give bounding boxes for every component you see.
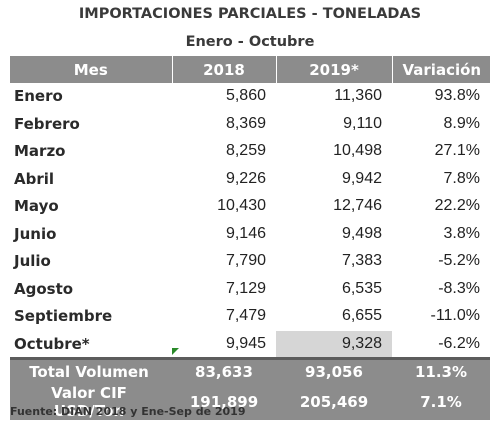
value-2019-cell: 7,383 <box>276 247 392 276</box>
variation-cell: 93.8% <box>392 83 490 111</box>
month-cell: Julio <box>10 247 172 276</box>
value-2019-cell: 10,498 <box>276 137 392 166</box>
table-row: Junio 9,146 9,498 3.8% <box>10 220 490 248</box>
month-cell: Septiembre <box>10 302 172 331</box>
value-2019-cell: 6,655 <box>276 302 392 331</box>
value-2018-cell: 9,945 <box>172 330 276 359</box>
total-label-cell: Total Volumen <box>10 357 172 384</box>
table-row: Abril 9,226 9,942 7.8% <box>10 165 490 193</box>
value-2019-cell: 9,498 <box>276 220 392 248</box>
variation-cell: 22.2% <box>392 192 490 221</box>
variation-cell: -8.3% <box>392 275 490 303</box>
header-2019: 2019* <box>276 56 393 83</box>
header-variacion: Variación <box>392 56 490 83</box>
month-cell: Octubre* <box>10 330 172 359</box>
variation-cell: -5.2% <box>392 247 490 276</box>
table-row: Agosto 7,129 6,535 -8.3% <box>10 275 490 303</box>
value-2018-cell: 7,479 <box>172 302 276 331</box>
total-2019-cell: 93,056 <box>276 357 392 384</box>
variation-cell: 8.9% <box>392 110 490 138</box>
variation-cell: 27.1% <box>392 137 490 166</box>
value-2019-cell: 6,535 <box>276 275 392 303</box>
month-cell: Mayo <box>10 192 172 221</box>
month-cell: Enero <box>10 83 172 111</box>
header-row: Mes 2018 2019* Variación <box>10 56 490 83</box>
total-2018-cell: 83,633 <box>172 357 276 384</box>
variation-cell: -6.2% <box>392 330 490 359</box>
table-row: Septiembre 7,479 6,655 -11.0% <box>10 302 490 331</box>
total-variation-cell: 7.1% <box>392 384 490 420</box>
table-row: Julio 7,790 7,383 -5.2% <box>10 247 490 276</box>
table-title: IMPORTACIONES PARCIALES - TONELADAS <box>78 6 422 22</box>
table-row: Octubre* 9,945 9,328 -6.2% <box>10 330 490 359</box>
total-row: Valor CIF USD/Ton 191,899 205,469 7.1% <box>10 384 490 420</box>
value-2018-cell: 8,259 <box>172 137 276 166</box>
value-2018-cell: 10,430 <box>172 192 276 221</box>
month-cell: Abril <box>10 165 172 193</box>
header-mes: Mes <box>10 56 173 83</box>
table-row: Febrero 8,369 9,110 8.9% <box>10 110 490 138</box>
total-row: Total Volumen 83,633 93,056 11.3% <box>10 357 490 384</box>
value-2018-cell: 8,369 <box>172 110 276 138</box>
month-cell: Febrero <box>10 110 172 138</box>
value-2019-cell: 12,746 <box>276 192 392 221</box>
month-cell: Junio <box>10 220 172 248</box>
header-2018: 2018 <box>172 56 277 83</box>
value-2019-cell: 9,328 <box>276 330 392 359</box>
total-2018-cell: 191,899 <box>172 384 276 420</box>
value-2019-cell: 9,110 <box>276 110 392 138</box>
value-2019-cell: 9,942 <box>276 165 392 193</box>
variation-cell: 7.8% <box>392 165 490 193</box>
month-cell: Marzo <box>10 137 172 166</box>
total-variation-cell: 11.3% <box>392 357 490 384</box>
month-cell: Agosto <box>10 275 172 303</box>
comment-marker-icon <box>172 348 179 355</box>
value-2018-cell: 9,226 <box>172 165 276 193</box>
variation-cell: 3.8% <box>392 220 490 248</box>
table-subtitle: Enero - Octubre <box>185 34 315 50</box>
value-2019-cell: 11,360 <box>276 83 392 111</box>
imports-table: Mes 2018 2019* Variación Enero 5,860 11,36… <box>10 56 490 420</box>
total-label-cell: Valor CIF USD/Ton <box>10 384 172 420</box>
value-2018-cell: 7,129 <box>172 275 276 303</box>
total-2019-cell: 205,469 <box>276 384 392 420</box>
variation-cell: -11.0% <box>392 302 490 331</box>
table-row: Marzo 8,259 10,498 27.1% <box>10 137 490 166</box>
value-2018-cell: 9,146 <box>172 220 276 248</box>
table-row: Mayo 10,430 12,746 22.2% <box>10 192 490 221</box>
value-2018-cell: 5,860 <box>172 83 276 111</box>
footnote: Fuente: DIAN 2018 y Ene-Sep de 2019 <box>10 405 246 418</box>
value-2018-cell: 7,790 <box>172 247 276 276</box>
table-row: Enero 5,860 11,360 93.8% <box>10 83 490 111</box>
